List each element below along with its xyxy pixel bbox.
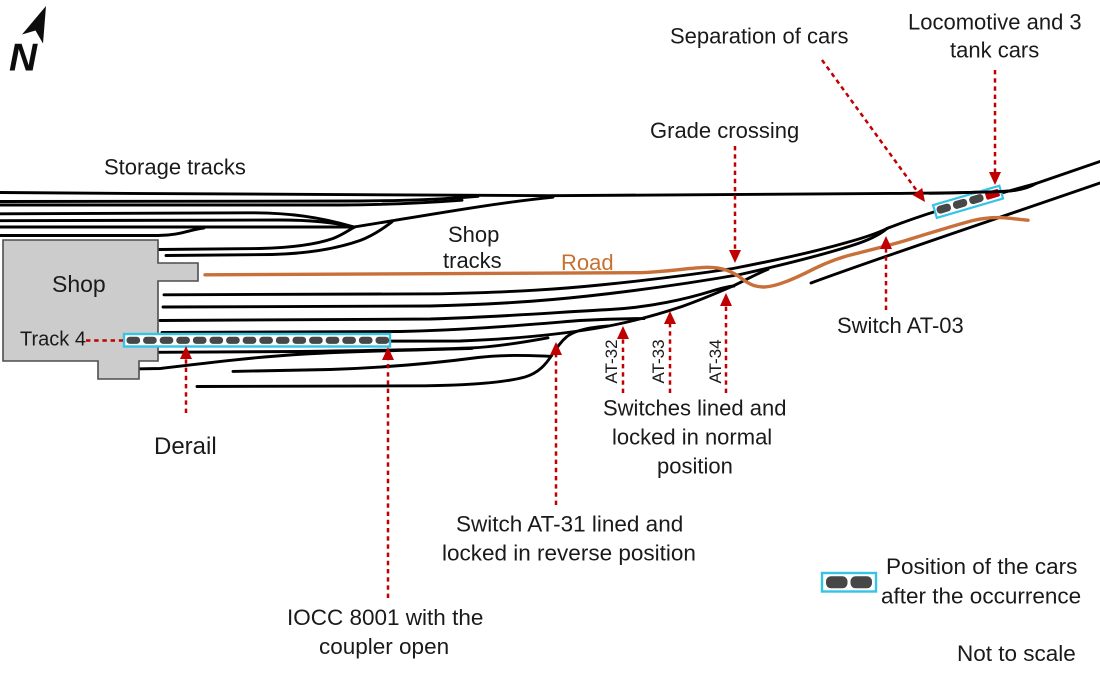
svg-text:Track 4: Track 4 [20,329,86,351]
svg-text:after the occurrence: after the occurrence [881,584,1081,609]
svg-text:Not to scale: Not to scale [957,641,1076,666]
svg-text:Grade crossing: Grade crossing [650,118,799,143]
svg-text:locked in reverse position: locked in reverse position [442,541,696,566]
svg-text:locked in normal: locked in normal [612,425,772,450]
svg-text:Derail: Derail [154,433,217,460]
svg-text:Storage tracks: Storage tracks [104,155,246,180]
svg-text:Road: Road [561,250,614,275]
svg-text:Switches lined and: Switches lined and [603,396,786,421]
svg-text:IOCC 8001 with the: IOCC 8001 with the [287,605,483,630]
svg-text:coupler open: coupler open [319,634,449,659]
svg-text:tracks: tracks [443,248,502,273]
svg-text:Shop: Shop [52,271,106,297]
svg-text:AT-34: AT-34 [706,339,725,383]
svg-text:N: N [9,37,38,80]
svg-text:AT-32: AT-32 [602,339,621,383]
svg-text:Position of the cars: Position of the cars [886,554,1077,579]
svg-text:Switch AT-31 lined and: Switch AT-31 lined and [456,512,683,537]
svg-text:AT-33: AT-33 [649,339,668,383]
svg-text:Shop: Shop [448,222,499,247]
svg-text:Switch AT-03: Switch AT-03 [837,313,964,338]
svg-text:tank cars: tank cars [950,38,1039,63]
svg-text:Locomotive and 3: Locomotive and 3 [908,10,1082,35]
svg-text:position: position [657,454,733,479]
svg-text:Separation of cars: Separation of cars [670,24,849,49]
